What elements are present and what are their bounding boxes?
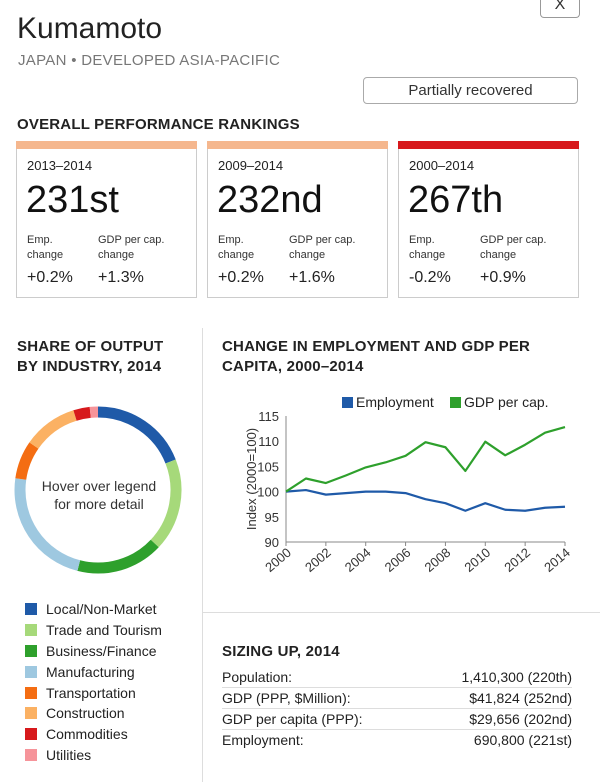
gdp-change-value: +1.6% [289, 269, 335, 286]
rank-value: 267th [408, 179, 504, 221]
industry-donut-chart[interactable] [0, 390, 200, 590]
y-tick-label: 110 [258, 434, 279, 449]
legend-item-trade-and-tourism[interactable]: Trade and Tourism [25, 620, 162, 641]
chart-legend-employment: Employment [342, 394, 434, 410]
sizing-row-employment: Employment: 690,800 (221st) [222, 732, 572, 748]
rank-period: 2000–2014 [409, 158, 475, 173]
legend-label: Commodities [46, 726, 128, 743]
svg-text:Employment: Employment [356, 394, 434, 410]
rank-value: 232nd [217, 179, 323, 221]
rankings-heading: OVERALL PERFORMANCE RANKINGS [17, 116, 300, 133]
rank-card-2013-2014: 2013–2014 231st Emp. change GDP per cap. c… [16, 141, 197, 298]
sizing-row-gdp-per-capita: GDP per capita (PPP): $29,656 (202nd) [222, 709, 572, 730]
emp-change-value: +0.2% [218, 269, 264, 286]
section-divider [203, 612, 600, 613]
legend-label: Business/Finance [46, 642, 157, 659]
legend-item-local-non-market[interactable]: Local/Non-Market [25, 599, 162, 620]
series-line-employment [285, 488, 566, 512]
y-axis-label: Index (2000=100) [244, 428, 259, 530]
legend-item-manufacturing[interactable]: Manufacturing [25, 661, 162, 682]
donut-slice-local-non-market[interactable] [97, 406, 176, 464]
x-tick-label: 2002 [302, 545, 334, 575]
rank-period: 2013–2014 [27, 158, 93, 173]
status-badge: Partially recovered [363, 77, 578, 104]
legend-swatch [25, 624, 37, 637]
legend-label: Transportation [46, 684, 136, 701]
donut-slice-transportation[interactable] [15, 442, 39, 481]
legend-label: Utilities [46, 746, 92, 763]
rank-value: 231st [26, 179, 119, 221]
rank-color-bar [398, 141, 579, 149]
gdp-change-value: +1.3% [98, 269, 144, 286]
chart-axes [285, 416, 565, 543]
rank-card-2000-2014: 2000–2014 267th Emp. change GDP per cap. c… [398, 141, 579, 298]
rank-period: 2009–2014 [218, 158, 284, 173]
gdp-change-value: +0.9% [480, 269, 526, 286]
legend-label: Local/Non-Market [46, 601, 157, 618]
gdp-change-label: GDP per cap. change [289, 234, 356, 261]
emp-change-label: Emp. change [27, 234, 64, 261]
x-tick-label: 2008 [422, 545, 454, 575]
chart-legend-gdp-per-cap: GDP per cap. [450, 394, 549, 410]
legend-item-construction[interactable]: Construction [25, 703, 162, 724]
emp-change-value: +0.2% [27, 269, 73, 286]
emp-change-label: Emp. change [218, 234, 255, 261]
legend-item-utilities[interactable]: Utilities [25, 745, 162, 766]
legend-swatch [25, 707, 37, 720]
series-line-gdp-per-cap [285, 426, 566, 493]
svg-text:GDP per cap.: GDP per cap. [464, 394, 549, 410]
y-tick-label: 105 [257, 459, 279, 474]
legend-swatch [25, 603, 37, 616]
legend-item-transportation[interactable]: Transportation [25, 682, 162, 703]
x-tick-label: 2004 [342, 545, 374, 575]
x-tick-label: 2006 [382, 545, 414, 575]
change-heading: CHANGE IN EMPLOYMENT AND GDP PER CAPITA, … [222, 338, 531, 375]
legend-swatch [25, 728, 37, 741]
legend-swatch [25, 748, 37, 761]
legend-label: Construction [46, 705, 125, 722]
sizing-row-gdp: GDP (PPP, $Million): $41,824 (252nd) [222, 688, 572, 709]
donut-slice-trade-and-tourism[interactable] [150, 459, 182, 548]
y-tick-label: 90 [265, 535, 279, 550]
close-button[interactable]: X [540, 0, 580, 18]
column-divider [202, 328, 203, 782]
donut-slice-construction[interactable] [29, 410, 77, 449]
sizing-row-population: Population: 1,410,300 (220th) [222, 667, 572, 688]
rank-color-bar [16, 141, 197, 149]
gdp-change-label: GDP per cap. change [98, 234, 165, 261]
donut-hint: Hover over legend for more detail [41, 478, 157, 512]
donut-slice-business-finance[interactable] [77, 539, 159, 574]
donut-slice-manufacturing[interactable] [14, 478, 81, 571]
y-tick-label: 100 [257, 485, 279, 500]
legend-swatch [25, 644, 37, 657]
legend-label: Trade and Tourism [46, 622, 162, 639]
page-subtitle: JAPAN • DEVELOPED ASIA-PACIFIC [18, 52, 281, 69]
x-tick-label: 2014 [541, 545, 573, 575]
industry-legend: Local/Non-Market Trade and Tourism Busin… [25, 599, 162, 765]
y-tick-label: 95 [265, 510, 279, 525]
legend-swatch [25, 665, 37, 678]
legend-item-business-finance[interactable]: Business/Finance [25, 641, 162, 662]
emp-change-value: -0.2% [409, 269, 451, 286]
rank-card-2009-2014: 2009–2014 232nd Emp. change GDP per cap. c… [207, 141, 388, 298]
x-tick-label: 2012 [501, 545, 533, 575]
x-tick-label: 2010 [461, 545, 493, 575]
legend-item-commodities[interactable]: Commodities [25, 724, 162, 745]
page-title: Kumamoto [17, 12, 163, 45]
rank-color-bar [207, 141, 388, 149]
emp-change-label: Emp. change [409, 234, 446, 261]
sizing-heading: SIZING UP, 2014 [222, 643, 340, 660]
y-tick-label: 115 [258, 409, 279, 424]
share-heading: SHARE OF OUTPUT BY INDUSTRY, 2014 [17, 338, 164, 375]
donut-slice-commodities[interactable] [73, 406, 91, 421]
gdp-change-label: GDP per cap. change [480, 234, 547, 261]
legend-swatch [25, 686, 37, 699]
sizing-table: Population: 1,410,300 (220th) GDP (PPP, $… [222, 667, 572, 751]
legend-label: Manufacturing [46, 663, 135, 680]
